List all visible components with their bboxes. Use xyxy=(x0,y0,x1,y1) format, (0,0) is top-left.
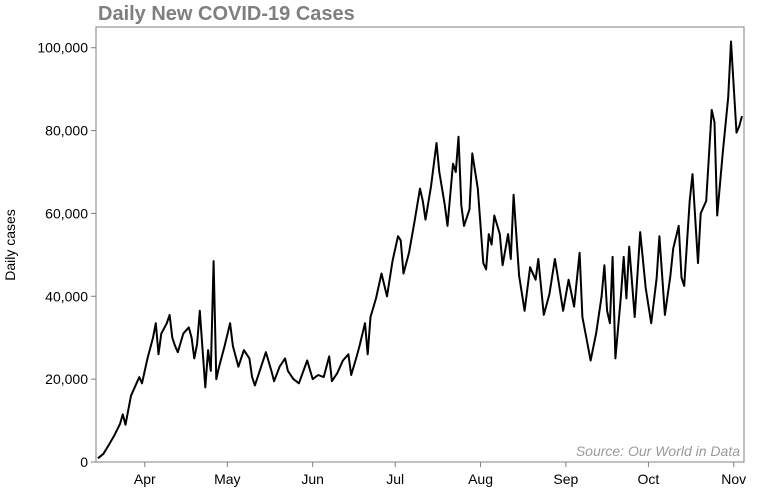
x-tick-label: Sep xyxy=(553,471,578,487)
x-tick-label: Oct xyxy=(638,471,660,487)
y-tick-label: 100,000 xyxy=(37,40,88,56)
x-tick-label: Aug xyxy=(468,471,493,487)
x-tick-label: Apr xyxy=(134,471,156,487)
source-annotation: Source: Our World in Data xyxy=(575,443,740,459)
x-tick-label: Jun xyxy=(301,471,324,487)
x-tick-label: Jul xyxy=(386,471,404,487)
y-tick-label: 0 xyxy=(80,454,88,470)
plot-frame xyxy=(95,26,745,463)
x-tick-label: Nov xyxy=(721,471,746,487)
y-tick-label: 20,000 xyxy=(45,371,88,387)
y-tick-label: 80,000 xyxy=(45,123,88,139)
y-tick-label: 60,000 xyxy=(45,205,88,221)
chart-title: Daily New COVID-19 Cases xyxy=(98,3,355,25)
x-tick-label: May xyxy=(214,471,240,487)
x-axis: Apr May Jun Jul Aug Sep Oct Nov xyxy=(134,462,746,487)
y-axis: 0 20,000 40,000 60,000 80,000 100,000 xyxy=(37,40,96,470)
y-tick-label: 40,000 xyxy=(45,288,88,304)
series-line xyxy=(97,40,743,460)
